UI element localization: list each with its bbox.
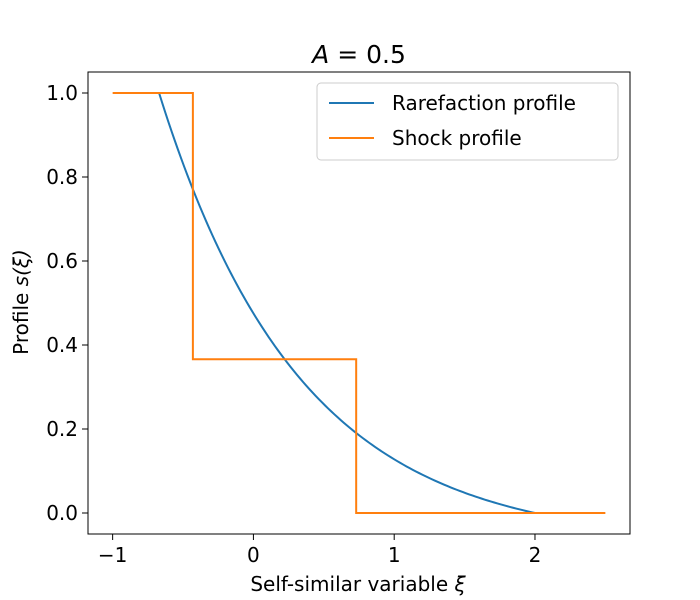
legend-label-shock: Shock profile xyxy=(392,126,522,150)
y-tick-label: 0.6 xyxy=(46,249,78,273)
legend-label-rarefaction: Rarefaction profile xyxy=(392,91,576,115)
x-axis-ticks: −1 0 1 2 xyxy=(98,534,541,567)
rarefaction-curve xyxy=(158,92,536,514)
y-tick-label: 0.0 xyxy=(46,501,78,525)
y-axis-ticks: 0.0 0.2 0.4 0.6 0.8 1.0 xyxy=(46,81,88,525)
y-tick-label: 0.4 xyxy=(46,333,78,357)
x-tick-label: −1 xyxy=(98,543,127,567)
chart-title: A = 0.5 xyxy=(310,40,406,69)
x-tick-label: 2 xyxy=(529,543,542,567)
y-axis-label: Profile s(ξ) xyxy=(9,249,33,355)
series-layer xyxy=(112,92,606,514)
x-tick-label: 0 xyxy=(247,543,260,567)
plot-frame xyxy=(87,71,631,535)
x-axis-label: Self-similar variable ξ xyxy=(250,572,466,596)
shock-curve xyxy=(112,92,606,514)
legend-box xyxy=(316,82,619,161)
legend: Rarefaction profile Shock profile xyxy=(316,82,619,161)
x-tick-label: 1 xyxy=(388,543,401,567)
y-tick-label: 1.0 xyxy=(46,81,78,105)
y-tick-label: 0.2 xyxy=(46,417,78,441)
y-tick-label: 0.8 xyxy=(46,165,78,189)
